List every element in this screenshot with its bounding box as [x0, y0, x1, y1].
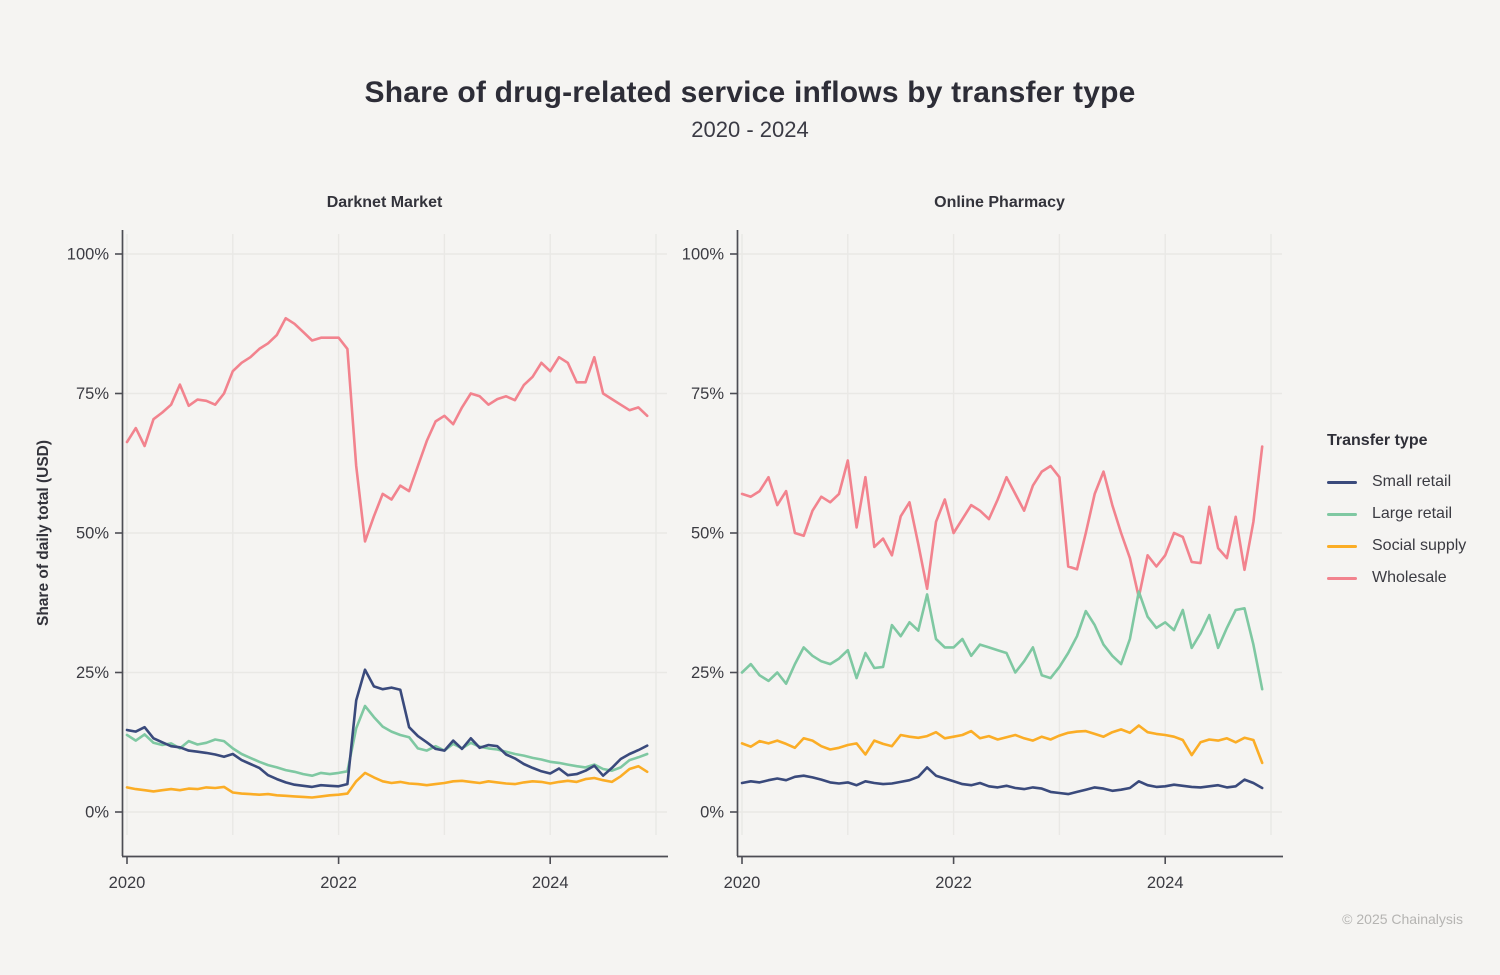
legend-label: Small retail — [1372, 473, 1452, 490]
series-line-wholesale — [125, 316, 649, 543]
x-tick-label: 2024 — [532, 874, 569, 892]
series-line-large-retail — [740, 590, 1264, 691]
x-tick-label: 2022 — [935, 874, 972, 892]
x-tick-label: 2020 — [109, 874, 146, 892]
y-tick-label: 50% — [76, 525, 109, 543]
series-line-social-supply — [125, 764, 649, 799]
series-line-small-retail — [125, 668, 649, 789]
y-tick-label: 25% — [691, 664, 724, 682]
large-retail-line-swatch — [1327, 512, 1357, 516]
small-retail-line-swatch — [1327, 480, 1357, 484]
legend-item-social-supply: Social supply — [1327, 530, 1466, 562]
y-axis-title: Share of daily total (USD) — [35, 439, 52, 627]
y-tick-label: 0% — [700, 804, 724, 822]
series-line-social-supply — [740, 724, 1264, 765]
legend-label: Wholesale — [1372, 569, 1447, 586]
y-tick-label: 100% — [682, 246, 725, 264]
y-tick-label: 25% — [76, 664, 109, 682]
x-tick-label: 2024 — [1147, 874, 1184, 892]
legend-item-wholesale: Wholesale — [1327, 562, 1466, 594]
y-tick-label: 0% — [85, 804, 109, 822]
y-tick-label: 100% — [67, 246, 110, 264]
online-pharmacy-chart: 0% 25% 50% 75% 100% 2020 2022 2024 — [682, 230, 1283, 892]
copyright-notice: © 2025 Chainalysis — [1342, 911, 1463, 927]
legend-label: Large retail — [1372, 505, 1453, 522]
series-line-large-retail — [125, 704, 649, 778]
y-tick-label: 75% — [691, 385, 724, 403]
legend: Transfer type Small retail Large retail … — [1327, 432, 1466, 594]
darknet-market-chart: 0% 25% 50% 75% 100% 2020 2022 2024 — [67, 230, 668, 892]
page-subtitle: 2020 - 2024 — [691, 117, 809, 142]
series-line-small-retail — [740, 766, 1264, 796]
social-supply-line-swatch — [1327, 544, 1357, 548]
x-tick-label: 2020 — [724, 874, 761, 892]
x-tick-label: 2022 — [320, 874, 357, 892]
y-tick-label: 50% — [691, 525, 724, 543]
legend-item-large-retail: Large retail — [1327, 498, 1466, 530]
legend-label: Social supply — [1372, 537, 1467, 554]
series-line-wholesale — [740, 445, 1264, 599]
legend-title: Transfer type — [1327, 432, 1428, 449]
wholesale-line-swatch — [1327, 576, 1357, 580]
y-tick-label: 75% — [76, 385, 109, 403]
chart-title-darknet-market: Darknet Market — [326, 194, 443, 211]
chart-title-online-pharmacy: Online Pharmacy — [934, 194, 1065, 211]
legend-item-small-retail: Small retail — [1327, 466, 1466, 498]
page-title: Share of drug-related service inflows by… — [364, 76, 1136, 109]
